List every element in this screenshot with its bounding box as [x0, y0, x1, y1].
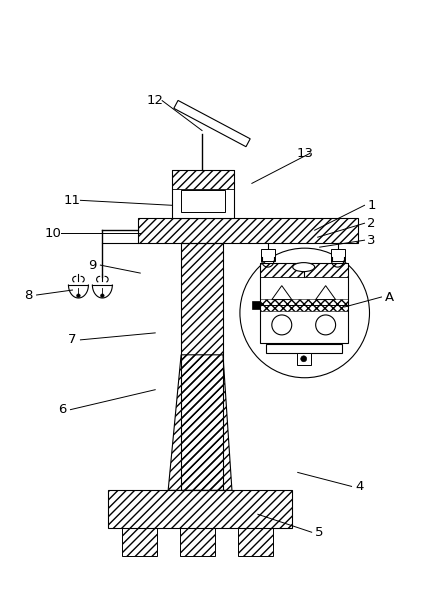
Bar [297, 353, 311, 365]
Bar [252, 300, 260, 309]
Bar [108, 490, 292, 528]
Bar [238, 528, 273, 556]
Circle shape [240, 248, 369, 378]
Text: 12: 12 [147, 94, 164, 107]
Text: 10: 10 [44, 227, 61, 240]
Circle shape [77, 294, 80, 298]
Bar [180, 528, 215, 556]
Circle shape [301, 356, 307, 362]
Ellipse shape [293, 262, 315, 271]
Circle shape [101, 294, 104, 298]
Text: 2: 2 [367, 217, 376, 230]
Bar [172, 170, 234, 189]
Text: 8: 8 [25, 289, 33, 302]
Bar [261, 249, 275, 261]
Bar [181, 190, 225, 212]
Polygon shape [272, 286, 292, 300]
Text: 13: 13 [296, 147, 313, 160]
Bar [260, 299, 347, 311]
Text: 4: 4 [355, 480, 364, 493]
Bar [122, 528, 157, 556]
Text: A: A [385, 290, 394, 303]
Bar [260, 263, 347, 277]
Text: 3: 3 [367, 234, 376, 247]
Circle shape [272, 315, 292, 335]
Circle shape [316, 315, 335, 335]
Bar [172, 170, 234, 218]
Text: 9: 9 [88, 259, 97, 271]
Polygon shape [316, 286, 335, 300]
Polygon shape [174, 101, 250, 147]
Bar [181, 243, 223, 490]
Bar [331, 249, 344, 261]
Text: 7: 7 [68, 333, 77, 346]
Text: 6: 6 [58, 403, 67, 416]
Text: 1: 1 [367, 199, 376, 212]
Bar [138, 218, 357, 243]
Text: 11: 11 [64, 194, 81, 207]
Bar [266, 344, 341, 353]
Text: 5: 5 [316, 526, 324, 538]
Bar [260, 263, 347, 343]
